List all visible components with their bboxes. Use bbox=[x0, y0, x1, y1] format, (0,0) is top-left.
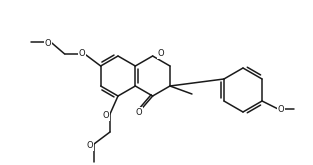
Text: O: O bbox=[136, 108, 142, 117]
Text: O: O bbox=[103, 112, 109, 120]
Text: O: O bbox=[87, 142, 93, 150]
Text: O: O bbox=[78, 50, 85, 59]
Text: O: O bbox=[158, 50, 164, 59]
Text: O: O bbox=[44, 38, 51, 48]
Text: O: O bbox=[278, 104, 285, 114]
